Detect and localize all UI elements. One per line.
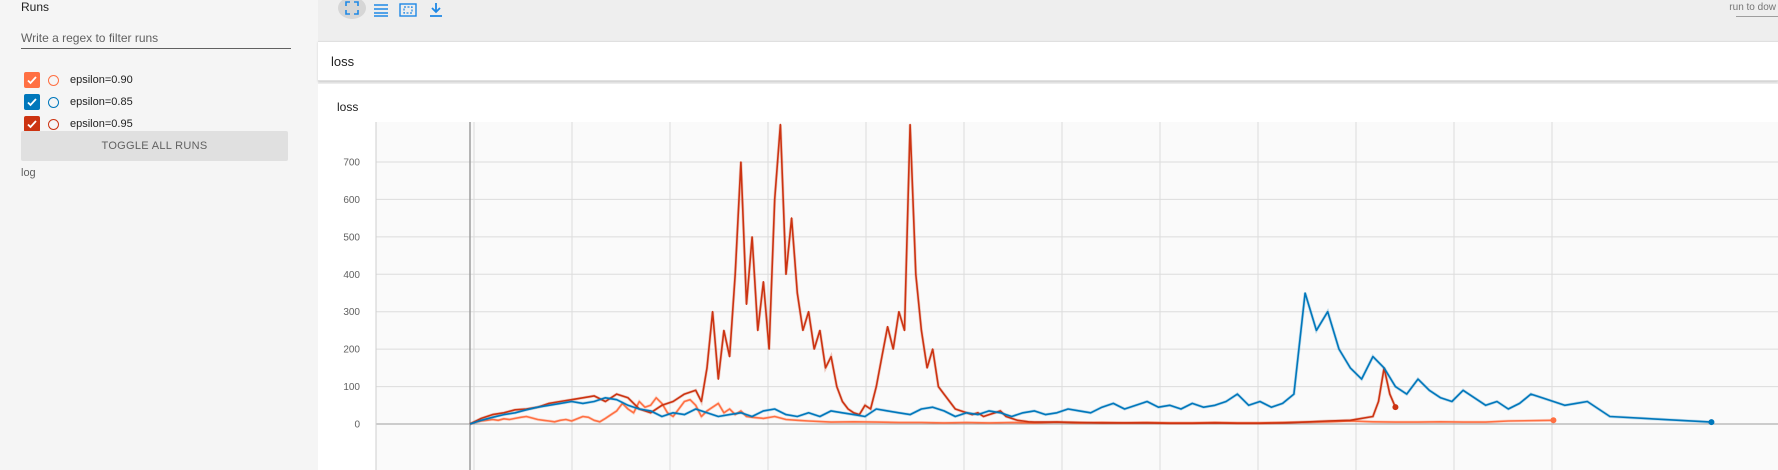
runs-sidebar: Runs epsilon=0.90 epsilon=0.85 epsilon=0.9… bbox=[0, 0, 318, 470]
series-end-point bbox=[1392, 404, 1399, 411]
run-label: epsilon=0.90 bbox=[70, 74, 133, 86]
run-radio[interactable] bbox=[48, 118, 59, 130]
checkmark-icon bbox=[27, 98, 37, 107]
run-label: epsilon=0.85 bbox=[70, 96, 133, 108]
log-link[interactable]: log bbox=[21, 167, 36, 179]
fullscreen-icon[interactable] bbox=[338, 0, 366, 19]
run-checkbox[interactable] bbox=[24, 72, 40, 88]
run-radio[interactable] bbox=[48, 96, 59, 108]
chart-title: loss bbox=[337, 100, 359, 114]
run-row[interactable]: epsilon=0.85 bbox=[24, 92, 133, 112]
toggle-all-runs-button[interactable]: TOGGLE ALL RUNS bbox=[21, 131, 288, 161]
run-to-download-label[interactable]: run to dow bbox=[1729, 2, 1776, 13]
loss-category-title: loss bbox=[331, 54, 355, 69]
loss-chart[interactable]: 0 100 200 300 400 500 600 700 bbox=[318, 84, 1778, 470]
run-row[interactable]: epsilon=0.90 bbox=[24, 70, 133, 90]
runs-title: Runs bbox=[21, 0, 50, 14]
y-tick-label: 400 bbox=[343, 270, 360, 281]
run-radio[interactable] bbox=[48, 74, 59, 86]
checkmark-icon bbox=[27, 120, 37, 129]
list-icon[interactable] bbox=[370, 0, 392, 20]
y-tick-label: 700 bbox=[343, 158, 360, 169]
series-line bbox=[469, 292, 1712, 425]
regex-filter-input[interactable] bbox=[21, 28, 291, 49]
series-line bbox=[469, 123, 1397, 425]
run-label: epsilon=0.95 bbox=[70, 118, 133, 130]
loss-chart-card: loss 0 100 200 300 400 500 600 700 bbox=[318, 84, 1778, 470]
y-tick-label: 200 bbox=[343, 345, 360, 356]
series-end-point bbox=[1550, 417, 1557, 424]
plot-area bbox=[376, 122, 1778, 470]
run-checkbox[interactable] bbox=[24, 94, 40, 110]
y-tick-label: 600 bbox=[343, 195, 360, 206]
checkmark-icon bbox=[27, 76, 37, 85]
run-checkbox[interactable] bbox=[24, 116, 40, 132]
fit-domain-icon[interactable] bbox=[397, 0, 419, 20]
download-icon[interactable] bbox=[425, 0, 447, 20]
y-tick-label: 100 bbox=[343, 382, 360, 393]
run-row[interactable]: epsilon=0.95 bbox=[24, 114, 133, 134]
run-to-download-underline bbox=[1736, 16, 1778, 17]
y-tick-label: 500 bbox=[343, 232, 360, 243]
y-tick-label: 0 bbox=[354, 420, 360, 431]
y-tick-label: 300 bbox=[343, 307, 360, 318]
series-end-point bbox=[1708, 419, 1715, 426]
loss-category-header[interactable]: loss bbox=[318, 41, 1778, 81]
